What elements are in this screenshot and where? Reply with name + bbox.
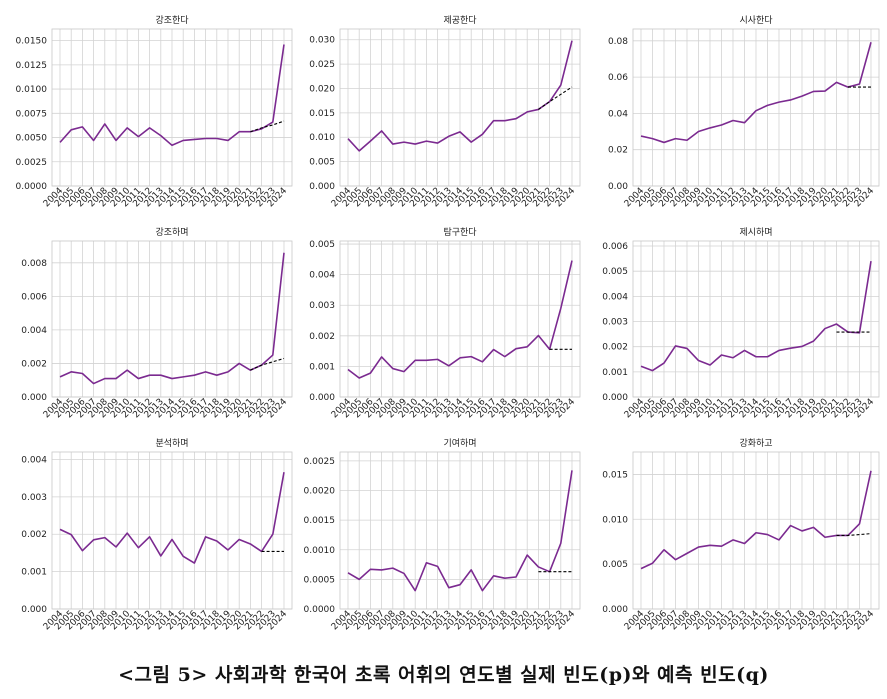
subplot-title: 강조하며 <box>155 227 188 238</box>
y-tick-label: 0.005 <box>309 240 335 250</box>
y-tick-label: 0.0150 <box>16 37 48 47</box>
y-tick-label: 0.004 <box>309 271 335 281</box>
y-tick-label: 0.004 <box>21 455 47 465</box>
y-tick-label: 0.015 <box>309 109 335 119</box>
plot-frame <box>339 240 581 398</box>
y-tick-label: 0.015 <box>602 470 628 480</box>
actual-line <box>59 44 285 147</box>
subplot-title: 기여하며 <box>443 437 476 449</box>
y-tick-label: 0.002 <box>21 530 47 540</box>
y-tick-label: 0.0020 <box>304 487 336 497</box>
subplot-title: 강화하고 <box>739 438 772 449</box>
chart-grid-svg: 0.0000 0.0025 0.0050 0.0075 0.0100 0.0125 0.01… <box>16 15 880 632</box>
y-tick-label: 0.0100 <box>16 85 48 95</box>
y-tick-label: 0.002 <box>21 359 47 369</box>
plot-frame <box>51 28 293 187</box>
y-tick-label: 0.0000 <box>304 605 336 615</box>
y-tick-label: 0.005 <box>602 267 628 277</box>
y-tick-label: 0.0015 <box>304 516 336 526</box>
predicted-line <box>836 533 872 536</box>
y-tick-label: 0.08 <box>608 37 628 47</box>
subplot-title: 강조한다 <box>155 15 189 26</box>
y-tick-label: 0.000 <box>309 393 335 403</box>
subplot-1: 0.0000 0.0025 0.0050 0.0075 0.0100 0.0125 0.01… <box>16 15 293 209</box>
plot-frame <box>51 240 293 398</box>
predicted-line <box>250 357 285 371</box>
y-tick-label: 0.001 <box>602 368 628 378</box>
y-tick-label: 0.00 <box>608 182 628 192</box>
y-tick-label: 0.003 <box>21 493 47 503</box>
plot-frame <box>339 28 581 187</box>
y-tick-label: 0.0005 <box>304 575 336 585</box>
actual-line <box>640 261 872 372</box>
y-tick-label: 0.006 <box>21 292 47 302</box>
y-tick-label: 0.006 <box>602 242 628 252</box>
actual-line <box>59 252 285 385</box>
plot-frame <box>339 451 581 610</box>
y-tick-label: 0.0075 <box>16 109 48 119</box>
y-tick-label: 0.000 <box>602 605 628 615</box>
subplot-title: 탐구한다 <box>443 226 477 238</box>
actual-line <box>640 42 872 144</box>
subplot-2: 0.0000.0050.0100.0150.0200.0250.03020042… <box>309 15 581 209</box>
y-tick-label: 0.0025 <box>304 457 336 467</box>
y-tick-label: 0.005 <box>602 560 628 570</box>
y-tick-label: 0.008 <box>21 259 47 269</box>
subplot-8: 0.00000.00050.00100.00150.00200.00252004… <box>304 437 581 632</box>
y-tick-label: 0.0125 <box>16 61 48 71</box>
y-tick-label: 0.005 <box>309 158 335 168</box>
y-tick-label: 0.020 <box>309 84 335 94</box>
subplot-title: 제시하며 <box>739 227 772 238</box>
plot-frame <box>51 451 293 610</box>
subplot-title: 제공한다 <box>443 15 477 26</box>
subplot-7: 0.0000.0010.0020.0030.004200420052006200… <box>21 438 293 632</box>
y-tick-label: 0.0025 <box>16 158 48 168</box>
y-tick-label: 0.000 <box>21 605 47 615</box>
y-tick-label: 0.0010 <box>304 546 336 556</box>
actual-line <box>347 260 573 379</box>
subplot-title: 시사한다 <box>739 15 773 26</box>
y-tick-label: 0.025 <box>309 60 335 70</box>
figure-caption: <그림 5> 사회과학 한국어 초록 어휘의 연도별 실제 빈도(p)와 예측 … <box>118 664 769 686</box>
subplot-title: 분석하며 <box>155 438 188 449</box>
plot-frame <box>632 28 880 187</box>
plot-frame <box>632 240 880 398</box>
plot-frame <box>632 451 880 610</box>
subplot-4: 0.0000.0020.0040.0060.008200420052006200… <box>21 227 293 420</box>
y-tick-label: 0.000 <box>309 182 335 192</box>
subplot-6: 0.0000.0010.0020.0030.0040.0050.00620042… <box>602 227 880 420</box>
y-tick-label: 0.010 <box>602 515 628 525</box>
y-tick-label: 0.010 <box>309 133 335 143</box>
actual-line <box>347 40 573 152</box>
y-tick-label: 0.004 <box>21 326 47 336</box>
y-tick-label: 0.002 <box>602 343 628 353</box>
y-tick-label: 0.003 <box>309 301 335 311</box>
y-tick-label: 0.003 <box>602 318 628 328</box>
y-tick-label: 0.02 <box>608 146 628 156</box>
y-tick-label: 0.030 <box>309 36 335 46</box>
y-tick-label: 0.004 <box>602 292 628 302</box>
y-tick-label: 0.002 <box>309 332 335 342</box>
y-tick-label: 0.0000 <box>16 182 48 192</box>
subplot-9: 0.0000.0050.0100.01520042005200620072008… <box>602 438 880 632</box>
subplot-3: 0.000.020.040.060.0820042005200620072008… <box>608 15 880 209</box>
y-tick-label: 0.000 <box>602 393 628 403</box>
predicted-line <box>538 86 573 110</box>
predicted-line <box>250 120 285 133</box>
actual-line <box>347 470 573 592</box>
y-tick-label: 0.0050 <box>16 134 48 144</box>
subplot-5: 0.0000.0010.0020.0030.0040.0052004200520… <box>309 226 581 420</box>
actual-line <box>640 470 872 570</box>
y-tick-label: 0.06 <box>608 73 628 83</box>
y-tick-label: 0.001 <box>21 568 47 578</box>
y-tick-label: 0.000 <box>21 393 47 403</box>
y-tick-label: 0.04 <box>608 109 628 119</box>
actual-line <box>59 472 285 564</box>
y-tick-label: 0.001 <box>309 362 335 372</box>
